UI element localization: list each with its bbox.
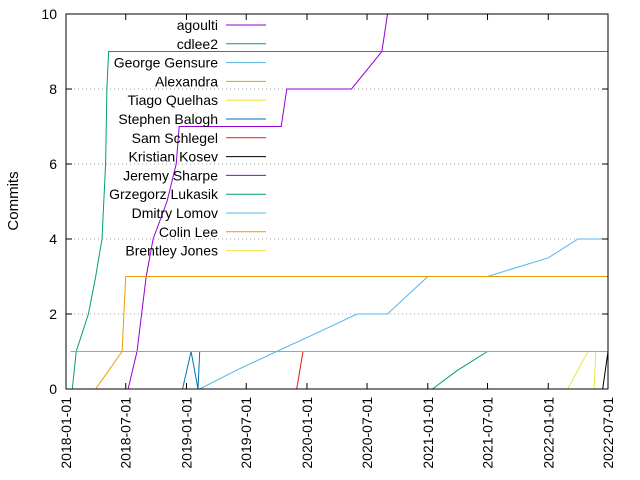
legend-label: Jeremy Sharpe xyxy=(123,167,218,183)
y-tick-label: 10 xyxy=(41,6,57,22)
series-line-alexandra xyxy=(95,276,608,390)
legend-label: Stephen Balogh xyxy=(118,111,218,127)
series-line-stephen-balogh xyxy=(182,351,201,390)
series-line-george-gensure xyxy=(199,238,608,390)
x-tick-label: 2022-07-01 xyxy=(600,397,616,469)
series-line-brentley-jones xyxy=(593,351,597,390)
y-tick-label: 8 xyxy=(49,81,57,97)
series-line-kristian-kosev xyxy=(602,351,609,390)
series-line-grzegorz-lukasik xyxy=(432,351,608,390)
series-line-agoulti xyxy=(127,13,388,390)
plot-frame xyxy=(65,13,609,390)
x-tick-label: 2021-01-01 xyxy=(420,397,436,469)
y-tick-label: 2 xyxy=(49,306,57,322)
x-tick-label: 2020-07-01 xyxy=(359,397,375,469)
series-line-tiago-quelhas xyxy=(567,351,608,390)
legend-label: Tiago Quelhas xyxy=(127,92,218,108)
x-tick-label: 2019-07-01 xyxy=(238,397,254,469)
x-tick-label: 2020-01-01 xyxy=(299,397,315,469)
legend-label: Brentley Jones xyxy=(125,243,218,259)
x-tick-label: 2022-01-01 xyxy=(540,397,556,469)
legend-label: cdlee2 xyxy=(177,36,218,52)
y-tick-label: 4 xyxy=(49,231,57,247)
legend-label: Colin Lee xyxy=(159,224,218,240)
series-line-sam-schlegel xyxy=(296,351,304,390)
legend-label: George Gensure xyxy=(114,55,218,71)
x-tick-label: 2018-01-01 xyxy=(58,397,74,469)
y-tick-label: 0 xyxy=(49,381,57,397)
legend-label: agoulti xyxy=(177,17,218,33)
legend-label: Alexandra xyxy=(155,73,218,89)
series-layer xyxy=(70,13,609,390)
legend-label: Grzegorz Lukasik xyxy=(109,186,219,202)
x-tick-label: 2019-01-01 xyxy=(178,397,194,469)
x-tick-label: 2018-07-01 xyxy=(118,397,134,469)
x-tick-label: 2021-07-01 xyxy=(480,397,496,469)
legend-label: Sam Schlegel xyxy=(132,130,218,146)
legend-label: Dmitry Lomov xyxy=(132,205,218,221)
legend: agoulti cdlee2 George Gensure Alexandra Tiag… xyxy=(109,17,266,259)
ticks-layer: 0 2 4 6 8 10 2018-01-01 2018-07-01 2019-01-01 201… xyxy=(41,6,616,469)
series-line-cdlee2 xyxy=(71,51,608,390)
legend-label: Kristian Kosev xyxy=(129,149,218,165)
y-tick-label: 6 xyxy=(49,156,57,172)
y-axis-title: Commits xyxy=(5,171,22,230)
